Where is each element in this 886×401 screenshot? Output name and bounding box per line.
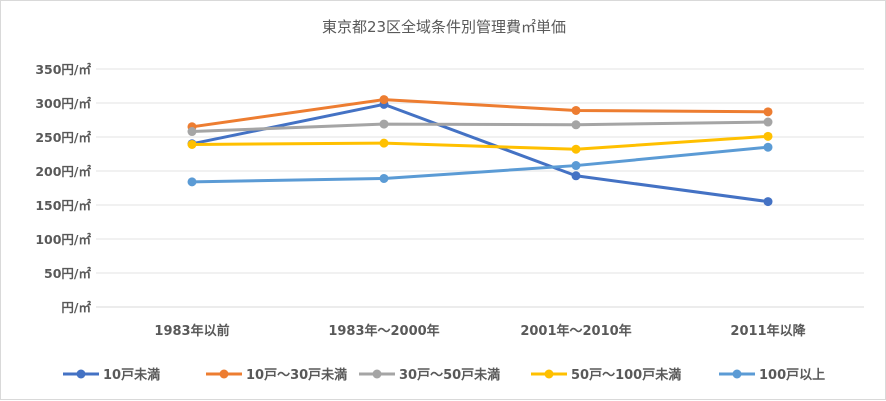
series-line	[190, 98, 770, 129]
data-point	[763, 117, 773, 127]
legend-swatch-marker	[732, 369, 742, 379]
legend-item: 30戸～50戸未満	[359, 367, 500, 383]
legend-swatch-marker	[544, 369, 554, 379]
chart-title: 東京都23区全域条件別管理費㎡単価	[322, 18, 566, 36]
legend-item: 10戸～30戸未満	[206, 367, 347, 383]
legend-label: 10戸未満	[103, 367, 160, 383]
legend: 10戸未満 10戸～30戸未満 30戸～50戸未満 50戸～100戸未満 100戸以上	[63, 367, 825, 383]
y-tick-label: 50円/㎡	[44, 266, 91, 281]
x-tick-label: 2011年以降	[730, 323, 806, 339]
series	[187, 131, 773, 154]
data-point	[379, 173, 389, 183]
y-tick-label: 円/㎡	[61, 300, 91, 315]
data-point	[187, 177, 197, 187]
legend-item: 50戸～100戸未満	[531, 367, 681, 383]
data-point	[571, 120, 581, 130]
data-point	[379, 138, 389, 148]
y-tick-label: 300円/㎡	[35, 96, 91, 111]
data-point	[187, 127, 197, 137]
series-line	[190, 102, 770, 204]
x-tick-label: 1983年～2000年	[328, 323, 439, 339]
data-point	[763, 107, 773, 117]
legend-swatch-marker	[76, 369, 86, 379]
x-tick-label: 2001年～2010年	[520, 323, 631, 339]
series-line	[190, 145, 770, 184]
series	[187, 142, 773, 187]
legend-swatch-marker	[372, 369, 382, 379]
y-tick-label: 250円/㎡	[35, 130, 91, 145]
legend-label: 50戸～100戸未満	[571, 367, 681, 383]
data-point	[763, 197, 773, 207]
data-point	[571, 161, 581, 171]
data-point	[379, 95, 389, 105]
legend-swatch-marker	[219, 369, 229, 379]
series	[187, 117, 773, 137]
data-point	[763, 131, 773, 141]
data-point	[187, 139, 197, 149]
y-tick-label: 200円/㎡	[35, 164, 91, 179]
y-tick-label: 350円/㎡	[35, 62, 91, 77]
y-tick-label: 150円/㎡	[35, 198, 91, 213]
legend-item: 10戸未満	[63, 367, 160, 383]
data-point	[571, 105, 581, 115]
data-point	[379, 119, 389, 129]
y-tick-label: 100円/㎡	[35, 232, 91, 247]
legend-label: 30戸～50戸未満	[399, 367, 500, 383]
legend-item: 100戸以上	[719, 368, 825, 383]
x-tick-label: 1983年以前	[154, 323, 229, 339]
legend-label: 10戸～30戸未満	[246, 367, 347, 383]
y-axis-ticks: 350円/㎡ 300円/㎡ 250円/㎡ 200円/㎡ 150円/㎡ 100円/㎡ 50円/…	[35, 62, 91, 315]
x-axis-ticks: 1983年以前 1983年～2000年 2001年～2010年 2011年以降	[154, 323, 806, 339]
data-point	[571, 144, 581, 154]
data-point	[763, 142, 773, 152]
series-line	[190, 134, 770, 151]
legend-label: 100戸以上	[759, 368, 825, 383]
series-line	[190, 120, 770, 134]
data-point	[571, 171, 581, 181]
series-lines	[187, 95, 773, 207]
